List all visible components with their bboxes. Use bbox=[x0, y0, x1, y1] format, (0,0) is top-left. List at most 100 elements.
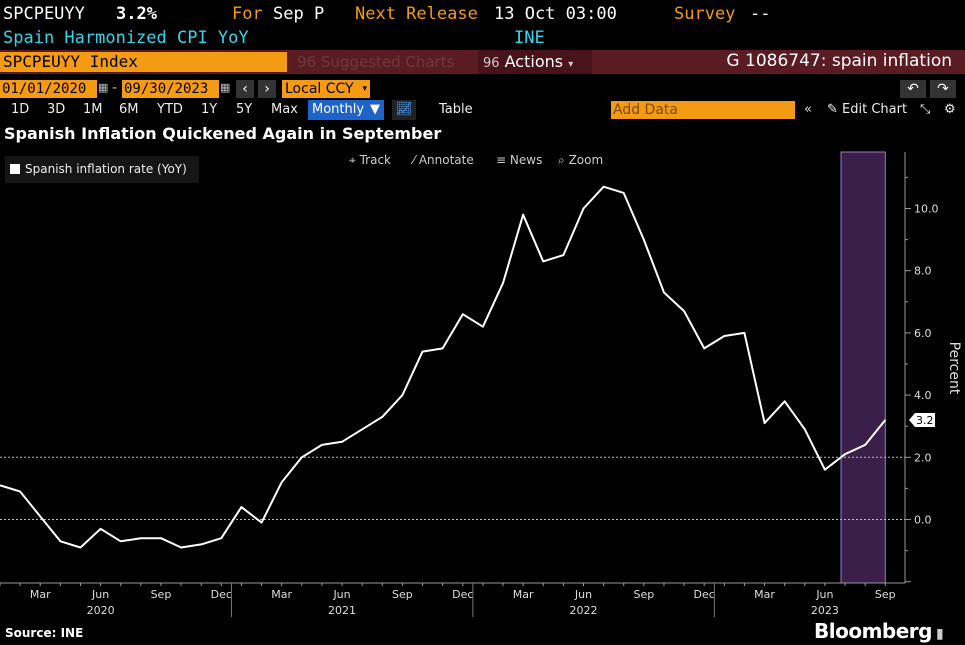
bar-chart-icon: ▮ bbox=[935, 626, 944, 642]
next-release-label: Next Release bbox=[355, 4, 478, 24]
x-tick-label: Sep bbox=[875, 588, 896, 601]
zoom-tool[interactable]: ⌕ Zoom bbox=[558, 153, 603, 168]
y-tick-label: 8.0 bbox=[914, 265, 932, 278]
actions-label: Actions bbox=[504, 52, 564, 71]
brand-text: Bloomberg bbox=[814, 619, 932, 643]
x-tick-label: Dec bbox=[452, 588, 473, 601]
last-value: 3.2% bbox=[116, 4, 157, 24]
y-tick-label: 0.0 bbox=[914, 514, 932, 527]
source-short: INE bbox=[514, 28, 545, 48]
gear-icon[interactable]: ⚙ bbox=[944, 102, 956, 117]
period-1m[interactable]: 1M bbox=[83, 102, 103, 117]
y-axis-label: Percent bbox=[946, 342, 962, 395]
legend[interactable]: Spanish inflation rate (YoY) bbox=[5, 156, 199, 183]
currency-value: Local CCY bbox=[285, 81, 354, 97]
x-tick-label: Dec bbox=[694, 588, 715, 601]
x-year-label: 2022 bbox=[569, 604, 597, 617]
chevron-down-icon: ▼ bbox=[370, 102, 380, 117]
x-tick-label: Mar bbox=[513, 588, 534, 601]
period-max[interactable]: Max bbox=[271, 102, 298, 117]
period-5y[interactable]: 5Y bbox=[236, 102, 253, 117]
source-note: Source: INE bbox=[5, 626, 84, 640]
suggested-num: 96 bbox=[297, 53, 317, 71]
pencil-icon: ✎ bbox=[827, 102, 838, 117]
collapse-icon[interactable]: « bbox=[804, 102, 812, 117]
date-range-row: 01/01/2020 ▦ - 09/30/2023 ▦ ‹ › Local CC… bbox=[0, 78, 965, 100]
period-ytd[interactable]: YTD bbox=[157, 102, 183, 117]
x-tick-label: Sep bbox=[633, 588, 654, 601]
undo-icon[interactable]: ↶ bbox=[900, 80, 926, 98]
redo-icon[interactable]: ↷ bbox=[930, 80, 956, 98]
security-input[interactable]: SPCPEUYY Index bbox=[0, 52, 287, 72]
chevron-down-icon: ▾ bbox=[568, 59, 574, 70]
pencil-icon: ⁄ bbox=[413, 153, 416, 167]
bloomberg-logo: Bloomberg ▮ bbox=[814, 619, 944, 643]
y-tick-label: 6.0 bbox=[914, 327, 932, 340]
chart-id: G 1086747: spain inflation bbox=[726, 51, 952, 71]
x-tick-label: Dec bbox=[211, 588, 232, 601]
x-tick-label: Jun bbox=[332, 588, 350, 601]
resize-icon[interactable]: ⤡ bbox=[920, 102, 931, 117]
start-date-input[interactable]: 01/01/2020 bbox=[0, 80, 97, 98]
x-year-label: 2023 bbox=[811, 604, 839, 617]
frequency-value: Monthly bbox=[312, 102, 365, 117]
next-release-value: 13 Oct 03:00 bbox=[494, 4, 617, 24]
actions-menu[interactable]: 96 Actions ▾ bbox=[478, 50, 592, 74]
last-value-tag bbox=[909, 412, 935, 427]
period-6m[interactable]: 6M bbox=[119, 102, 139, 117]
last-value-label: 3.2 bbox=[916, 414, 934, 427]
edit-chart-button[interactable]: ✎ Edit Chart bbox=[827, 100, 907, 120]
next-period-button[interactable]: › bbox=[258, 80, 276, 98]
survey-label: Survey bbox=[674, 4, 736, 24]
currency-select[interactable]: Local CCY ▾ bbox=[282, 80, 370, 98]
news-icon: ≡ bbox=[496, 153, 507, 167]
chevron-down-icon: ▾ bbox=[362, 84, 367, 94]
security-toolbar: SPCPEUYY Index 96 Suggested Charts 96 Ac… bbox=[0, 50, 965, 74]
y-tick-label: 4.0 bbox=[914, 389, 932, 402]
news-tool[interactable]: ≡ News bbox=[496, 153, 542, 167]
y-tick-label: 2.0 bbox=[914, 451, 932, 464]
calendar-icon[interactable]: ▦ bbox=[220, 81, 231, 94]
zoom-label: Zoom bbox=[568, 153, 604, 167]
add-data-input[interactable]: Add Data bbox=[611, 101, 795, 119]
chart-title: Spanish Inflation Quickened Again in Sep… bbox=[4, 124, 442, 143]
news-label: News bbox=[509, 153, 543, 167]
x-tick-label: Jun bbox=[815, 588, 833, 601]
x-tick-label: Mar bbox=[271, 588, 292, 601]
highlight-band bbox=[840, 151, 886, 584]
x-tick-label: Jun bbox=[574, 588, 592, 601]
crosshair-icon: ⌖ bbox=[349, 153, 356, 167]
range-dash: - bbox=[112, 80, 118, 96]
suggested-charts-button[interactable]: 96 Suggested Charts bbox=[297, 52, 454, 72]
legend-label: Spanish inflation rate (YoY) bbox=[25, 162, 187, 176]
period-3d[interactable]: 3D bbox=[47, 102, 66, 117]
edit-chart-label: Edit Chart bbox=[842, 102, 908, 117]
actions-num: 96 bbox=[483, 56, 500, 71]
series-line bbox=[0, 185, 887, 549]
frequency-select[interactable]: Monthly ▼ bbox=[308, 100, 384, 120]
survey-value: -- bbox=[750, 4, 771, 24]
period-1d[interactable]: 1D bbox=[11, 102, 30, 117]
x-tick-label: Jun bbox=[91, 588, 109, 601]
ticker: SPCPEUYY bbox=[3, 4, 85, 24]
period-row: 1D 3D 1M 6M YTD 1Y 5Y Max Monthly ▼ 📈︎ T… bbox=[0, 100, 965, 122]
magnifier-icon: ⌕ bbox=[558, 153, 565, 167]
track-tool[interactable]: ⌖ Track bbox=[349, 153, 391, 168]
suggested-label: Suggested Charts bbox=[320, 53, 455, 71]
line-chart-icon[interactable]: 📈︎ bbox=[392, 100, 416, 120]
for-value: Sep P bbox=[273, 4, 325, 24]
track-label: Track bbox=[359, 153, 391, 167]
end-date-input[interactable]: 09/30/2023 bbox=[122, 80, 219, 98]
period-1y[interactable]: 1Y bbox=[201, 102, 218, 117]
x-year-label: 2021 bbox=[328, 604, 356, 617]
for-label: For bbox=[232, 4, 263, 24]
annotate-label: Annotate bbox=[418, 153, 474, 167]
prev-period-button[interactable]: ‹ bbox=[236, 80, 254, 98]
x-tick-label: Mar bbox=[30, 588, 51, 601]
x-tick-label: Mar bbox=[754, 588, 775, 601]
table-button[interactable]: Table bbox=[439, 102, 473, 117]
annotate-tool[interactable]: ⁄ Annotate bbox=[413, 153, 474, 167]
calendar-icon[interactable]: ▦ bbox=[98, 81, 109, 94]
legend-swatch bbox=[10, 164, 20, 174]
